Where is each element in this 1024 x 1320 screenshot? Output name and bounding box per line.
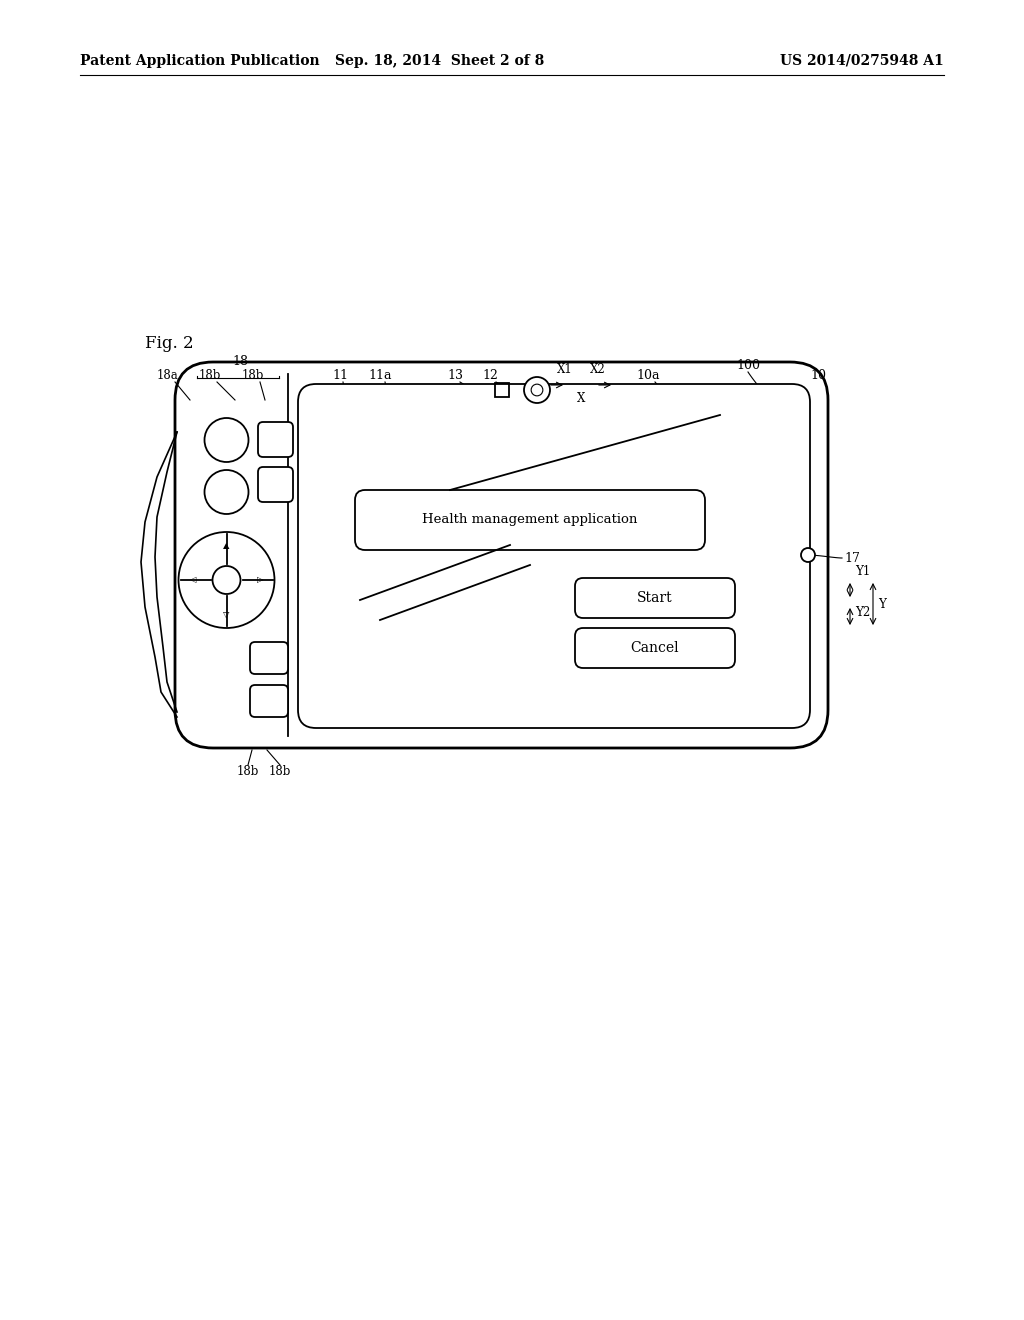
FancyBboxPatch shape (250, 685, 288, 717)
Text: Fig. 2: Fig. 2 (145, 335, 194, 352)
FancyBboxPatch shape (258, 467, 293, 502)
Text: Patent Application Publication: Patent Application Publication (80, 54, 319, 69)
Text: Y: Y (878, 598, 886, 610)
Text: ▷: ▷ (257, 576, 264, 585)
Circle shape (205, 418, 249, 462)
Text: 10a: 10a (636, 370, 659, 381)
Circle shape (524, 378, 550, 403)
Text: Y1: Y1 (855, 565, 870, 578)
Text: 11: 11 (332, 370, 348, 381)
FancyBboxPatch shape (355, 490, 705, 550)
FancyBboxPatch shape (575, 578, 735, 618)
Text: X1: X1 (557, 363, 572, 376)
Circle shape (213, 566, 241, 594)
Text: ▲: ▲ (223, 541, 229, 550)
Circle shape (205, 470, 249, 513)
Text: 10: 10 (810, 370, 826, 381)
Text: X: X (577, 392, 585, 405)
Text: 18b: 18b (199, 370, 221, 381)
FancyBboxPatch shape (258, 422, 293, 457)
Bar (495, 383, 509, 397)
Text: 12: 12 (482, 370, 498, 381)
FancyBboxPatch shape (175, 362, 828, 748)
Text: 17: 17 (844, 552, 860, 565)
Circle shape (178, 532, 274, 628)
Circle shape (801, 548, 815, 562)
Text: Sep. 18, 2014  Sheet 2 of 8: Sep. 18, 2014 Sheet 2 of 8 (336, 54, 545, 69)
Text: X2: X2 (590, 363, 606, 376)
Text: 18b: 18b (242, 370, 264, 381)
Text: Start: Start (637, 591, 673, 605)
Text: 100: 100 (736, 359, 760, 372)
FancyBboxPatch shape (575, 628, 735, 668)
Text: 11a: 11a (369, 370, 392, 381)
Text: 18b: 18b (237, 766, 259, 777)
FancyBboxPatch shape (298, 384, 810, 729)
Text: ◁: ◁ (189, 576, 196, 585)
Text: Y2: Y2 (855, 606, 870, 619)
Text: 18b: 18b (269, 766, 291, 777)
Text: US 2014/0275948 A1: US 2014/0275948 A1 (780, 54, 944, 69)
Text: 18: 18 (232, 355, 248, 368)
Text: 18a: 18a (157, 370, 179, 381)
FancyBboxPatch shape (250, 642, 288, 675)
Text: Cancel: Cancel (631, 642, 679, 655)
Text: ▽: ▽ (223, 610, 229, 619)
Text: 13: 13 (447, 370, 463, 381)
Text: Health management application: Health management application (422, 513, 638, 527)
